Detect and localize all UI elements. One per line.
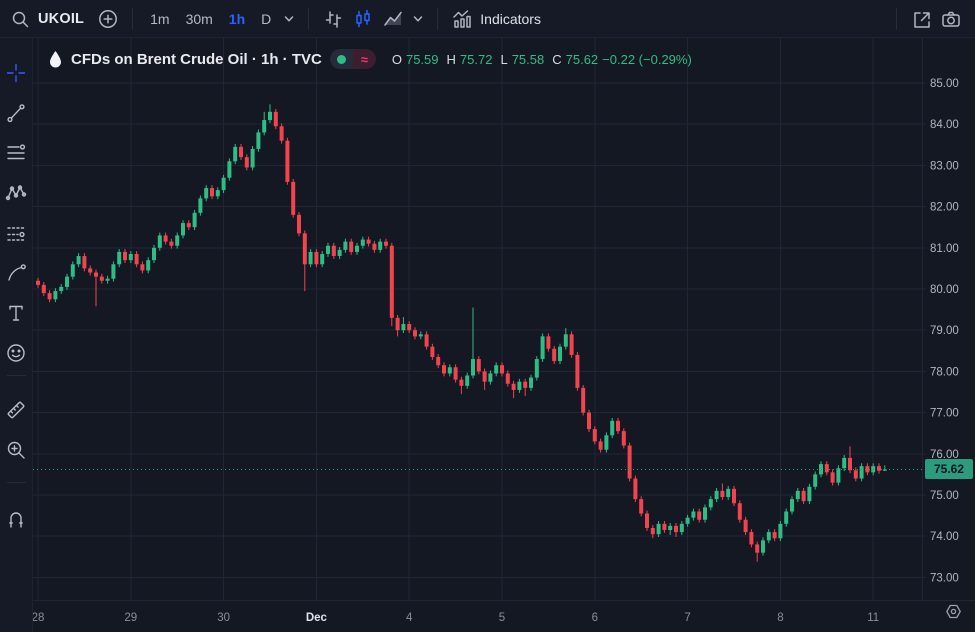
close-label: C xyxy=(552,51,562,67)
area-chart-type-icon[interactable] xyxy=(379,5,407,33)
indicators-icon[interactable] xyxy=(448,5,476,33)
zoom-in-icon[interactable] xyxy=(0,430,32,470)
svg-text:78.00: 78.00 xyxy=(930,366,959,378)
svg-text:8: 8 xyxy=(777,612,783,624)
timeframe-D[interactable]: D xyxy=(261,10,272,27)
svg-text:7: 7 xyxy=(684,612,690,624)
chart-title[interactable]: CFDs on Brent Crude Oil · 1h · TVC xyxy=(71,50,322,68)
svg-text:76.00: 76.00 xyxy=(930,449,959,461)
timeframe-1m[interactable]: 1m xyxy=(150,10,170,27)
snapshot-camera-icon[interactable] xyxy=(937,5,965,33)
market-open-dot-icon[interactable] xyxy=(329,49,353,69)
low-label: L xyxy=(500,51,508,67)
high-value: 75.72 xyxy=(459,51,493,67)
svg-text:84.00: 84.00 xyxy=(930,119,959,131)
text-icon[interactable] xyxy=(0,293,32,333)
svg-text:30: 30 xyxy=(217,612,230,624)
chart-type-chevron-icon[interactable] xyxy=(409,5,427,33)
svg-text:Dec: Dec xyxy=(306,612,328,624)
svg-text:82.00: 82.00 xyxy=(930,202,959,214)
low-value: 75.58 xyxy=(511,51,545,67)
svg-text:73.00: 73.00 xyxy=(930,572,959,584)
timeframe-1h[interactable]: 1h xyxy=(228,10,246,27)
svg-text:29: 29 xyxy=(124,612,137,624)
xabcd-pattern-icon[interactable] xyxy=(0,173,32,213)
svg-text:79.00: 79.00 xyxy=(930,325,959,337)
magnet-icon[interactable] xyxy=(0,499,32,539)
drawing-toolbar xyxy=(0,38,33,632)
high-label: H xyxy=(446,51,456,67)
timeframe-30m[interactable]: 30m xyxy=(185,10,213,27)
open-label: O xyxy=(391,51,402,67)
last-price-label: 75.62 xyxy=(925,459,973,480)
svg-text:75.00: 75.00 xyxy=(930,490,959,502)
toolbar-separator xyxy=(437,7,439,30)
svg-text:77.00: 77.00 xyxy=(930,408,959,420)
change-value: −0.22 (−0.29%) xyxy=(602,51,692,67)
bars-chart-type-icon[interactable] xyxy=(319,5,347,33)
svg-text:80.00: 80.00 xyxy=(930,284,959,296)
candlestick-chart[interactable]: 85.00 84.00 83.00 82.00 81.00 80.00 79.00 78.00… xyxy=(33,38,975,632)
toolbar-separator xyxy=(308,7,310,30)
chart-legend: CFDs on Brent Crude Oil · 1h · TVC ≈ O 75… xyxy=(48,49,692,69)
compare-add-icon[interactable] xyxy=(94,5,122,33)
ohlc-values: O 75.59 H 75.72 L 75.58 C 75.62 −0.22 (−0.29… xyxy=(388,52,692,67)
forecast-icon[interactable] xyxy=(0,213,32,253)
toolbar-separator xyxy=(132,7,134,30)
ruler-icon[interactable] xyxy=(0,390,32,430)
search-icon[interactable] xyxy=(6,5,34,33)
crosshair-icon[interactable] xyxy=(0,53,32,93)
brush-icon[interactable] xyxy=(0,253,32,293)
axis-settings-icon[interactable] xyxy=(945,603,962,625)
timeframe-group: 1m 30m 1h D xyxy=(143,7,278,31)
oil-droplet-icon xyxy=(48,50,63,68)
fullscreen-icon[interactable] xyxy=(907,5,935,33)
open-value: 75.59 xyxy=(405,51,439,67)
market-status-pill[interactable]: ≈ xyxy=(329,49,376,69)
svg-text:74.00: 74.00 xyxy=(930,531,959,543)
delayed-data-icon[interactable]: ≈ xyxy=(352,49,376,69)
candles-chart-type-icon[interactable] xyxy=(349,5,377,33)
svg-text:85.00: 85.00 xyxy=(930,78,959,90)
trend-line-icon[interactable] xyxy=(0,93,32,133)
top-toolbar: UKOIL 1m 30m 1h D xyxy=(0,0,975,38)
chart-region: 85.00 84.00 83.00 82.00 81.00 80.00 79.00 78.00… xyxy=(33,38,975,632)
horizontal-lines-icon[interactable] xyxy=(0,133,32,173)
svg-text:6: 6 xyxy=(592,612,598,624)
close-value: 75.62 xyxy=(565,51,599,67)
symbol-name[interactable]: UKOIL xyxy=(38,10,85,27)
svg-text:83.00: 83.00 xyxy=(930,160,959,172)
svg-text:28: 28 xyxy=(33,612,44,624)
svg-text:4: 4 xyxy=(406,612,413,624)
indicators-label[interactable]: Indicators xyxy=(480,10,541,27)
timeframe-chevron-icon[interactable] xyxy=(280,5,298,33)
emoji-icon[interactable] xyxy=(0,333,32,373)
sidebar-separator xyxy=(6,375,26,376)
toolbar-separator xyxy=(896,7,897,30)
sidebar-separator xyxy=(6,482,26,483)
svg-text:11: 11 xyxy=(867,612,879,624)
svg-text:81.00: 81.00 xyxy=(930,243,959,255)
svg-text:5: 5 xyxy=(499,612,505,624)
